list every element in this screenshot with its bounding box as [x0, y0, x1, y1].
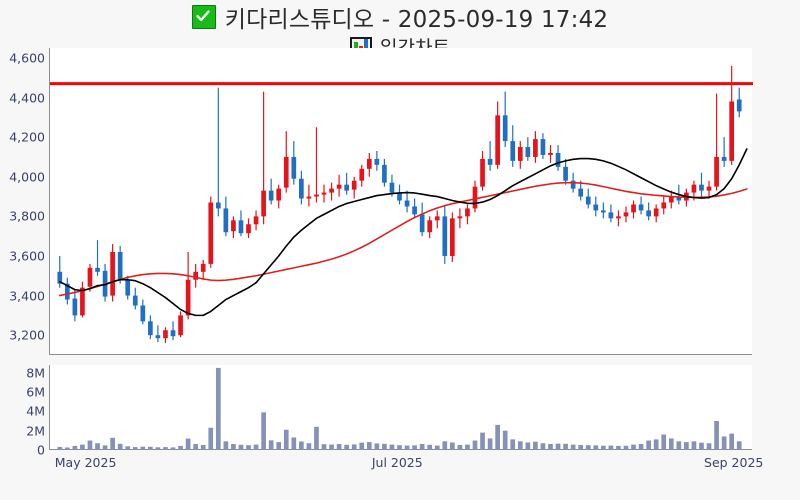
volume-chart-panel[interactable] [49, 365, 752, 450]
price-y-tick-label: 3,200 [9, 327, 45, 343]
title-row: 키다리스튜디오 - 2025-09-19 17:42 [0, 2, 800, 33]
price-y-tick-label: 3,600 [9, 248, 45, 264]
price-y-tick-label: 3,400 [9, 288, 45, 304]
x-tick-label: May 2025 [54, 455, 117, 470]
price-chart-panel[interactable] [49, 48, 753, 355]
price-y-tick-label: 4,400 [9, 90, 45, 106]
x-tick-label: Sep 2025 [704, 455, 764, 470]
volume-bar-plot [57, 367, 742, 450]
price-y-tick-label: 3,800 [9, 208, 45, 224]
price-y-tick-label: 4,200 [9, 129, 45, 145]
price-candlestick-plot [50, 65, 753, 344]
x-tick-label: Jul 2025 [371, 455, 423, 470]
green-check-icon [191, 5, 216, 29]
price-y-tick-label: 4,000 [9, 169, 45, 185]
volume-y-tick-label: 8M [26, 365, 45, 381]
price-y-tick-label: 4,600 [9, 50, 45, 66]
volume-y-tick-label: 2M [26, 423, 45, 439]
page-title: 키다리스튜디오 - 2025-09-19 17:42 [224, 7, 609, 33]
volume-y-tick-label: 6M [26, 384, 45, 400]
bar-chart-icon-blue-bar [364, 38, 368, 53]
volume-y-tick-label: 4M [26, 403, 45, 419]
bar-chart-icon-green-bar [354, 41, 358, 53]
volume-y-tick-label: 0 [37, 442, 45, 458]
